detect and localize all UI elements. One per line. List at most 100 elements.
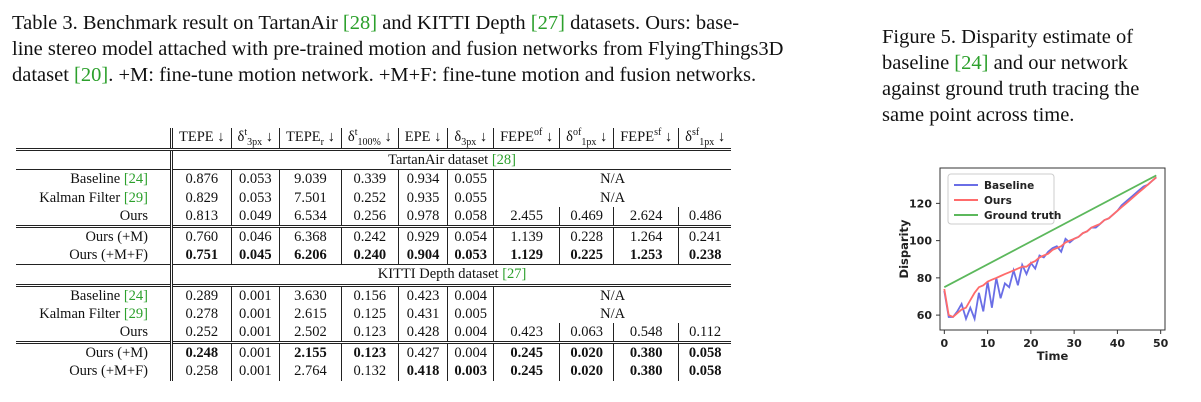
cell: 0.112 — [678, 323, 732, 343]
row-label: Ours (+M+F) — [69, 247, 148, 264]
cell: 0.760 — [170, 225, 232, 247]
cell: 0.053 — [230, 169, 280, 189]
legend-label: Baseline — [984, 180, 1034, 192]
cell: 0.004 — [447, 341, 494, 363]
row-label: Ours (+M+F) — [69, 363, 148, 380]
table-row: Kalman Filter [29] 0.829 0.053 7.501 0.2… — [16, 188, 732, 207]
cell: 1.129 — [510, 247, 543, 264]
cell: 0.813 — [170, 206, 232, 227]
na-cell: N/A — [493, 304, 732, 324]
section-title-row: KITTI Depth dataset [27] — [16, 264, 732, 286]
header-fepe-sf: FEPEsf ↓ — [613, 128, 679, 152]
benchmark-table: TEPE ↓ δt3px ↓ TEPEr ↓ δt100% ↓ EPE ↓ δ3… — [16, 128, 732, 381]
cell: 0.876 — [170, 169, 232, 189]
row-label: Ours — [119, 207, 148, 224]
section-title: TartanAir dataset [28] — [170, 149, 732, 171]
cell: 0.256 — [340, 206, 399, 227]
table-row: Ours (+M+F) 0.751 0.045 6.206 0.240 0.90… — [16, 246, 732, 265]
cell: 0.046 — [230, 225, 280, 247]
x-tick-label: 50 — [1153, 337, 1169, 350]
table-row: Kalman Filter [29] 0.278 0.001 2.615 0.1… — [16, 304, 732, 324]
cell: 0.004 — [447, 283, 494, 305]
section-title-row: TartanAir dataset [28] — [16, 149, 732, 171]
cell: 0.049 — [230, 206, 280, 227]
cell: 0.001 — [230, 283, 280, 305]
header-tepe-r: TEPEr ↓ — [279, 128, 342, 152]
row-label: Baseline [24] — [70, 171, 148, 188]
row-label: Ours — [119, 324, 148, 341]
cell: 0.423 — [493, 323, 560, 343]
cell: 0.058 — [447, 206, 494, 227]
header-delta-sf-1px: δsf1px ↓ — [678, 128, 732, 152]
cell: 0.380 — [629, 363, 663, 380]
cell: 0.003 — [454, 363, 488, 380]
table-row: Ours (+M+F) 0.258 0.001 2.764 0.132 0.41… — [16, 362, 732, 381]
cell: 0.053 — [454, 247, 488, 264]
cell: 1.264 — [613, 225, 679, 247]
row-label: Ours (+M) — [16, 341, 172, 363]
cell: 0.428 — [397, 323, 448, 343]
cell: 6.368 — [279, 225, 342, 247]
cell: 0.132 — [340, 362, 399, 381]
cell: 3.630 — [279, 283, 342, 305]
cell: 0.486 — [678, 206, 732, 227]
table-row: Ours 0.813 0.049 6.534 0.256 0.978 0.058… — [16, 206, 732, 227]
cell: 0.005 — [447, 304, 494, 324]
cell: 7.501 — [279, 188, 342, 207]
cell: 0.123 — [353, 345, 387, 362]
figure-caption: Figure 5. Disparity estimate of baseline… — [882, 26, 1140, 126]
cell: 1.253 — [629, 247, 663, 264]
cell: 0.423 — [397, 283, 448, 305]
cell: 0.045 — [238, 247, 272, 264]
cell: 0.058 — [688, 363, 722, 380]
legend-label: Ground truth — [984, 210, 1061, 222]
x-tick-label: 40 — [1110, 337, 1126, 350]
cell: 2.615 — [279, 304, 342, 324]
na-cell: N/A — [493, 188, 732, 207]
row-label: Kalman Filter [29] — [39, 189, 148, 206]
cell: 0.248 — [185, 345, 219, 362]
header-fepe-of: FEPEof ↓ — [493, 128, 560, 152]
cell: 0.123 — [340, 323, 399, 343]
cell: 0.053 — [230, 188, 280, 207]
table-row: Baseline [24] 0.289 0.001 3.630 0.156 0.… — [16, 283, 732, 305]
y-axis-label: Disparity — [897, 219, 911, 278]
cell: 0.380 — [629, 345, 663, 362]
cell: 0.241 — [678, 225, 732, 247]
cell: 0.289 — [170, 283, 232, 305]
header-delta-t-3px: δt3px ↓ — [230, 128, 280, 152]
cell: 0.054 — [447, 225, 494, 247]
table-row: Ours (+M) 0.248 0.001 2.155 0.123 0.427 … — [16, 341, 732, 363]
cell: 0.242 — [340, 225, 399, 247]
cell: 0.431 — [397, 304, 448, 324]
cell: 0.418 — [406, 363, 440, 380]
na-cell: N/A — [493, 283, 732, 305]
header-epe: EPE ↓ — [397, 128, 448, 152]
cell: 0.934 — [397, 169, 448, 189]
row-label: Kalman Filter [29] — [39, 305, 148, 322]
cell: 0.001 — [230, 362, 280, 381]
header-corner — [16, 128, 172, 152]
header-delta-t-100: δt100% ↓ — [340, 128, 399, 152]
series-line-ours — [943, 176, 1157, 319]
cell: 0.228 — [559, 225, 614, 247]
na-cell: N/A — [493, 169, 732, 189]
cell: 0.058 — [688, 345, 722, 362]
cell: 9.039 — [279, 169, 342, 189]
cell: 2.502 — [279, 323, 342, 343]
row-label: Ours (+M) — [16, 225, 172, 247]
table-caption: Table 3. Benchmark result on TartanAir [… — [12, 12, 784, 86]
y-tick-label: 80 — [917, 272, 933, 285]
cell: 0.156 — [340, 283, 399, 305]
cell: 0.020 — [570, 345, 603, 362]
table-row: Ours (+M) 0.760 0.046 6.368 0.242 0.929 … — [16, 225, 732, 247]
cell: 0.751 — [185, 247, 219, 264]
header-tepe: TEPE ↓ — [170, 128, 232, 152]
cell: 2.455 — [493, 206, 560, 227]
cell: 0.245 — [510, 345, 543, 362]
cell: 0.238 — [688, 247, 722, 264]
cell: 0.020 — [570, 363, 603, 380]
x-axis-label: Time — [1037, 349, 1069, 363]
y-tick-label: 120 — [909, 197, 932, 210]
x-tick-label: 20 — [1023, 337, 1039, 350]
